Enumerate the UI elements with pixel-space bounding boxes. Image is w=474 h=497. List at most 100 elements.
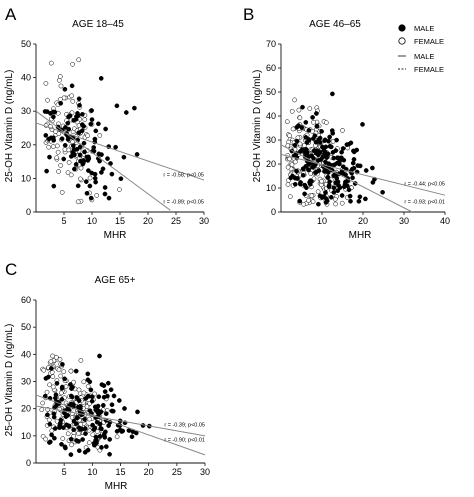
male-data-point <box>106 195 112 201</box>
female-data-point <box>306 198 311 203</box>
male-data-point <box>93 128 99 134</box>
male-data-point <box>52 109 58 115</box>
male-data-point <box>75 183 81 189</box>
male-data-point <box>86 168 91 173</box>
male-data-point <box>99 445 104 450</box>
female-data-point <box>287 194 293 199</box>
female-data-point <box>54 143 60 149</box>
male-data-point <box>116 398 122 403</box>
x-tick-label: 25 <box>172 467 182 477</box>
male-data-point <box>348 140 354 146</box>
female-data-point <box>58 390 64 396</box>
male-data-point <box>68 393 74 399</box>
male-data-point <box>363 196 368 202</box>
male-data-point <box>321 148 327 153</box>
female-data-point <box>68 172 74 178</box>
male-data-point <box>129 434 135 440</box>
male-data-point <box>71 118 77 123</box>
male-data-point <box>347 193 353 199</box>
male-data-point <box>108 387 114 393</box>
male-data-point <box>303 147 309 152</box>
male-data-point <box>92 171 98 177</box>
male-data-point <box>77 102 82 108</box>
female-data-point <box>56 169 61 174</box>
y-tick-label: 20 <box>21 404 31 414</box>
x-axis-label-a: MHR <box>104 230 127 241</box>
female-data-point <box>94 193 100 198</box>
male-data-point <box>76 448 82 454</box>
female-data-point <box>117 187 122 192</box>
female-data-point <box>55 149 61 155</box>
male-data-point <box>314 111 319 116</box>
female-data-point <box>78 358 84 363</box>
male-data-point <box>101 383 107 388</box>
female-data-point <box>309 193 315 199</box>
male-data-point <box>62 86 68 92</box>
male-data-point <box>49 432 54 438</box>
male-data-point <box>337 185 343 190</box>
male-data-point <box>59 397 65 402</box>
male-data-point <box>107 437 113 442</box>
x-axis-label-c: MHR <box>105 481 128 492</box>
male-data-point <box>102 191 108 197</box>
male-data-point <box>72 152 77 158</box>
y-tick-label: 20 <box>21 140 31 150</box>
plot-area-c: 0 10 20 30 40 50 60 5 10 15 20 25 30 r = -0.39; p<0.0… <box>21 295 210 477</box>
male-data-point <box>68 382 73 387</box>
legend-label-female-line: FEMALE <box>414 65 444 74</box>
x-axis-label-b: MHR <box>349 230 372 241</box>
female-data-point <box>43 81 49 86</box>
y-tick-label: 50 <box>21 39 31 49</box>
male-data-point <box>100 402 106 408</box>
plot-area-b: 0 10 20 30 40 50 60 70 10 20 30 40 r = -0.44; p<0.05… <box>266 39 450 226</box>
male-data-point <box>47 154 52 160</box>
male-data-point <box>300 172 306 178</box>
legend-label-male-line: MALE <box>414 52 434 61</box>
male-data-point <box>315 158 321 163</box>
male-data-point <box>43 376 49 381</box>
female-data-point <box>39 407 45 413</box>
female-regression-line <box>35 394 206 456</box>
male-data-point <box>330 91 335 97</box>
female-data-point <box>49 369 55 375</box>
y-axis-label-c: 25-OH Vitamin D (ng/mL) <box>4 324 15 437</box>
male-data-point <box>107 451 112 457</box>
male-data-point <box>290 173 295 179</box>
male-data-point <box>119 429 125 434</box>
female-data-point <box>289 108 295 114</box>
male-data-point <box>319 195 325 200</box>
legend-marker-female <box>398 37 406 45</box>
male-data-point <box>294 124 300 130</box>
male-data-point <box>44 168 49 174</box>
female-data-point <box>65 170 71 176</box>
male-data-point <box>294 168 299 174</box>
male-data-point <box>89 117 95 122</box>
female-data-point <box>66 160 72 165</box>
female-data-point <box>76 387 82 393</box>
male-data-point <box>331 190 337 195</box>
male-data-point <box>93 438 98 443</box>
male-data-point <box>111 393 117 399</box>
male-regression-line <box>35 122 205 181</box>
male-data-point <box>306 128 312 133</box>
male-data-point <box>74 395 80 400</box>
male-data-point <box>292 181 298 187</box>
male-data-point <box>329 128 335 133</box>
male-data-point <box>335 188 341 194</box>
male-data-point <box>334 137 339 143</box>
male-data-point <box>297 198 303 204</box>
male-data-point <box>88 195 94 201</box>
male-data-point <box>350 160 356 166</box>
male-data-point <box>86 154 91 160</box>
male-data-point <box>76 130 82 136</box>
x-tick-label: 15 <box>115 216 125 226</box>
male-data-point <box>339 149 344 155</box>
male-data-point <box>84 190 90 196</box>
male-data-point <box>103 411 109 417</box>
male-data-point <box>331 155 337 161</box>
female-data-point <box>43 436 48 442</box>
male-data-point <box>306 137 312 143</box>
y-tick-label: 50 <box>266 87 276 97</box>
male-data-point <box>339 193 345 198</box>
x-tick-label: 30 <box>199 216 209 226</box>
